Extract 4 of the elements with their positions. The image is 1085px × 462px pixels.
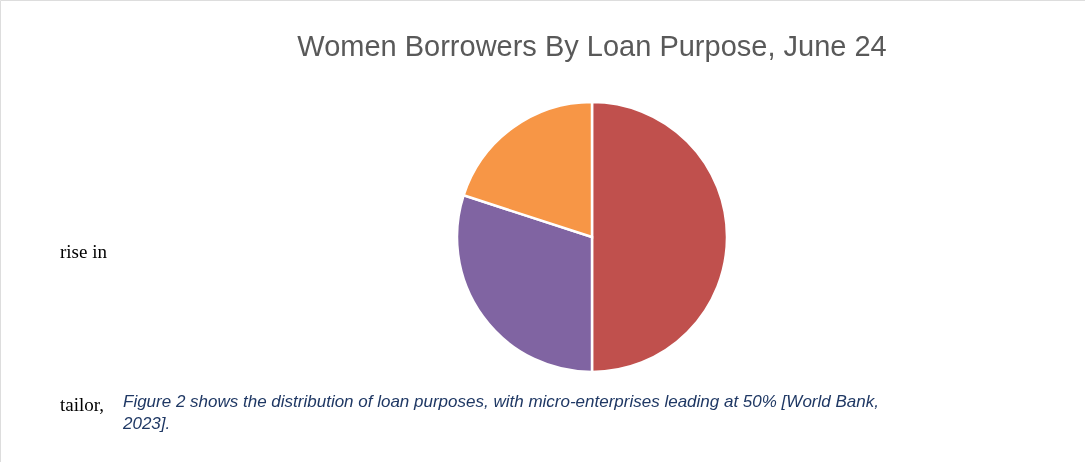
chart-title: Women Borrowers By Loan Purpose, June 24 <box>297 30 887 62</box>
text: tailor, <box>60 394 105 415</box>
caption: Figure 2 shows the distribution of loan purposes, with micro-enterprises leading at 50% [World Bank, 2023]. <box>122 392 879 433</box>
text: rise in <box>60 241 108 262</box>
